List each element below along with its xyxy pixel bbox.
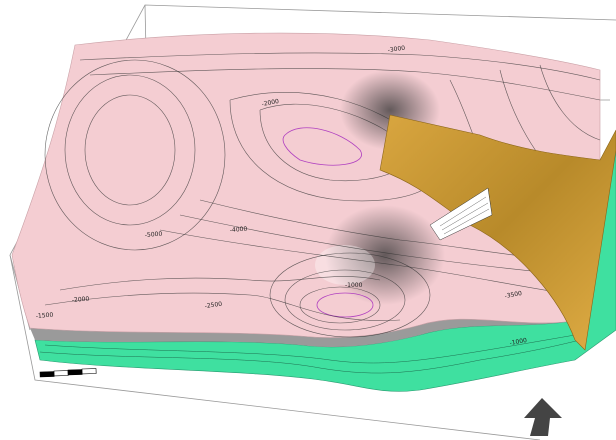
contour-label: -1500 xyxy=(36,311,54,320)
contour-label: -5000 xyxy=(145,230,163,239)
panel-lines xyxy=(439,196,490,235)
contour-label: -4000 xyxy=(230,225,248,234)
contour-label: -2000 xyxy=(261,98,280,108)
shading xyxy=(325,205,445,305)
contour-label: -3000 xyxy=(387,45,405,54)
annotation-panel xyxy=(429,187,493,241)
lower-layer xyxy=(34,149,616,392)
contour-label: -2000 xyxy=(72,295,90,304)
horizon-surface xyxy=(11,32,601,338)
layer-lines xyxy=(39,334,581,374)
surface-edge xyxy=(30,310,580,347)
scale-bar xyxy=(39,368,97,378)
contour-label: -1000 xyxy=(345,282,363,289)
contour-label: -3500 xyxy=(504,290,523,300)
contour-label: -1000 xyxy=(509,337,528,347)
fault-plane xyxy=(379,114,616,351)
north-arrow xyxy=(524,398,562,436)
contour-label: -2500 xyxy=(204,301,222,310)
highlight xyxy=(315,245,375,285)
